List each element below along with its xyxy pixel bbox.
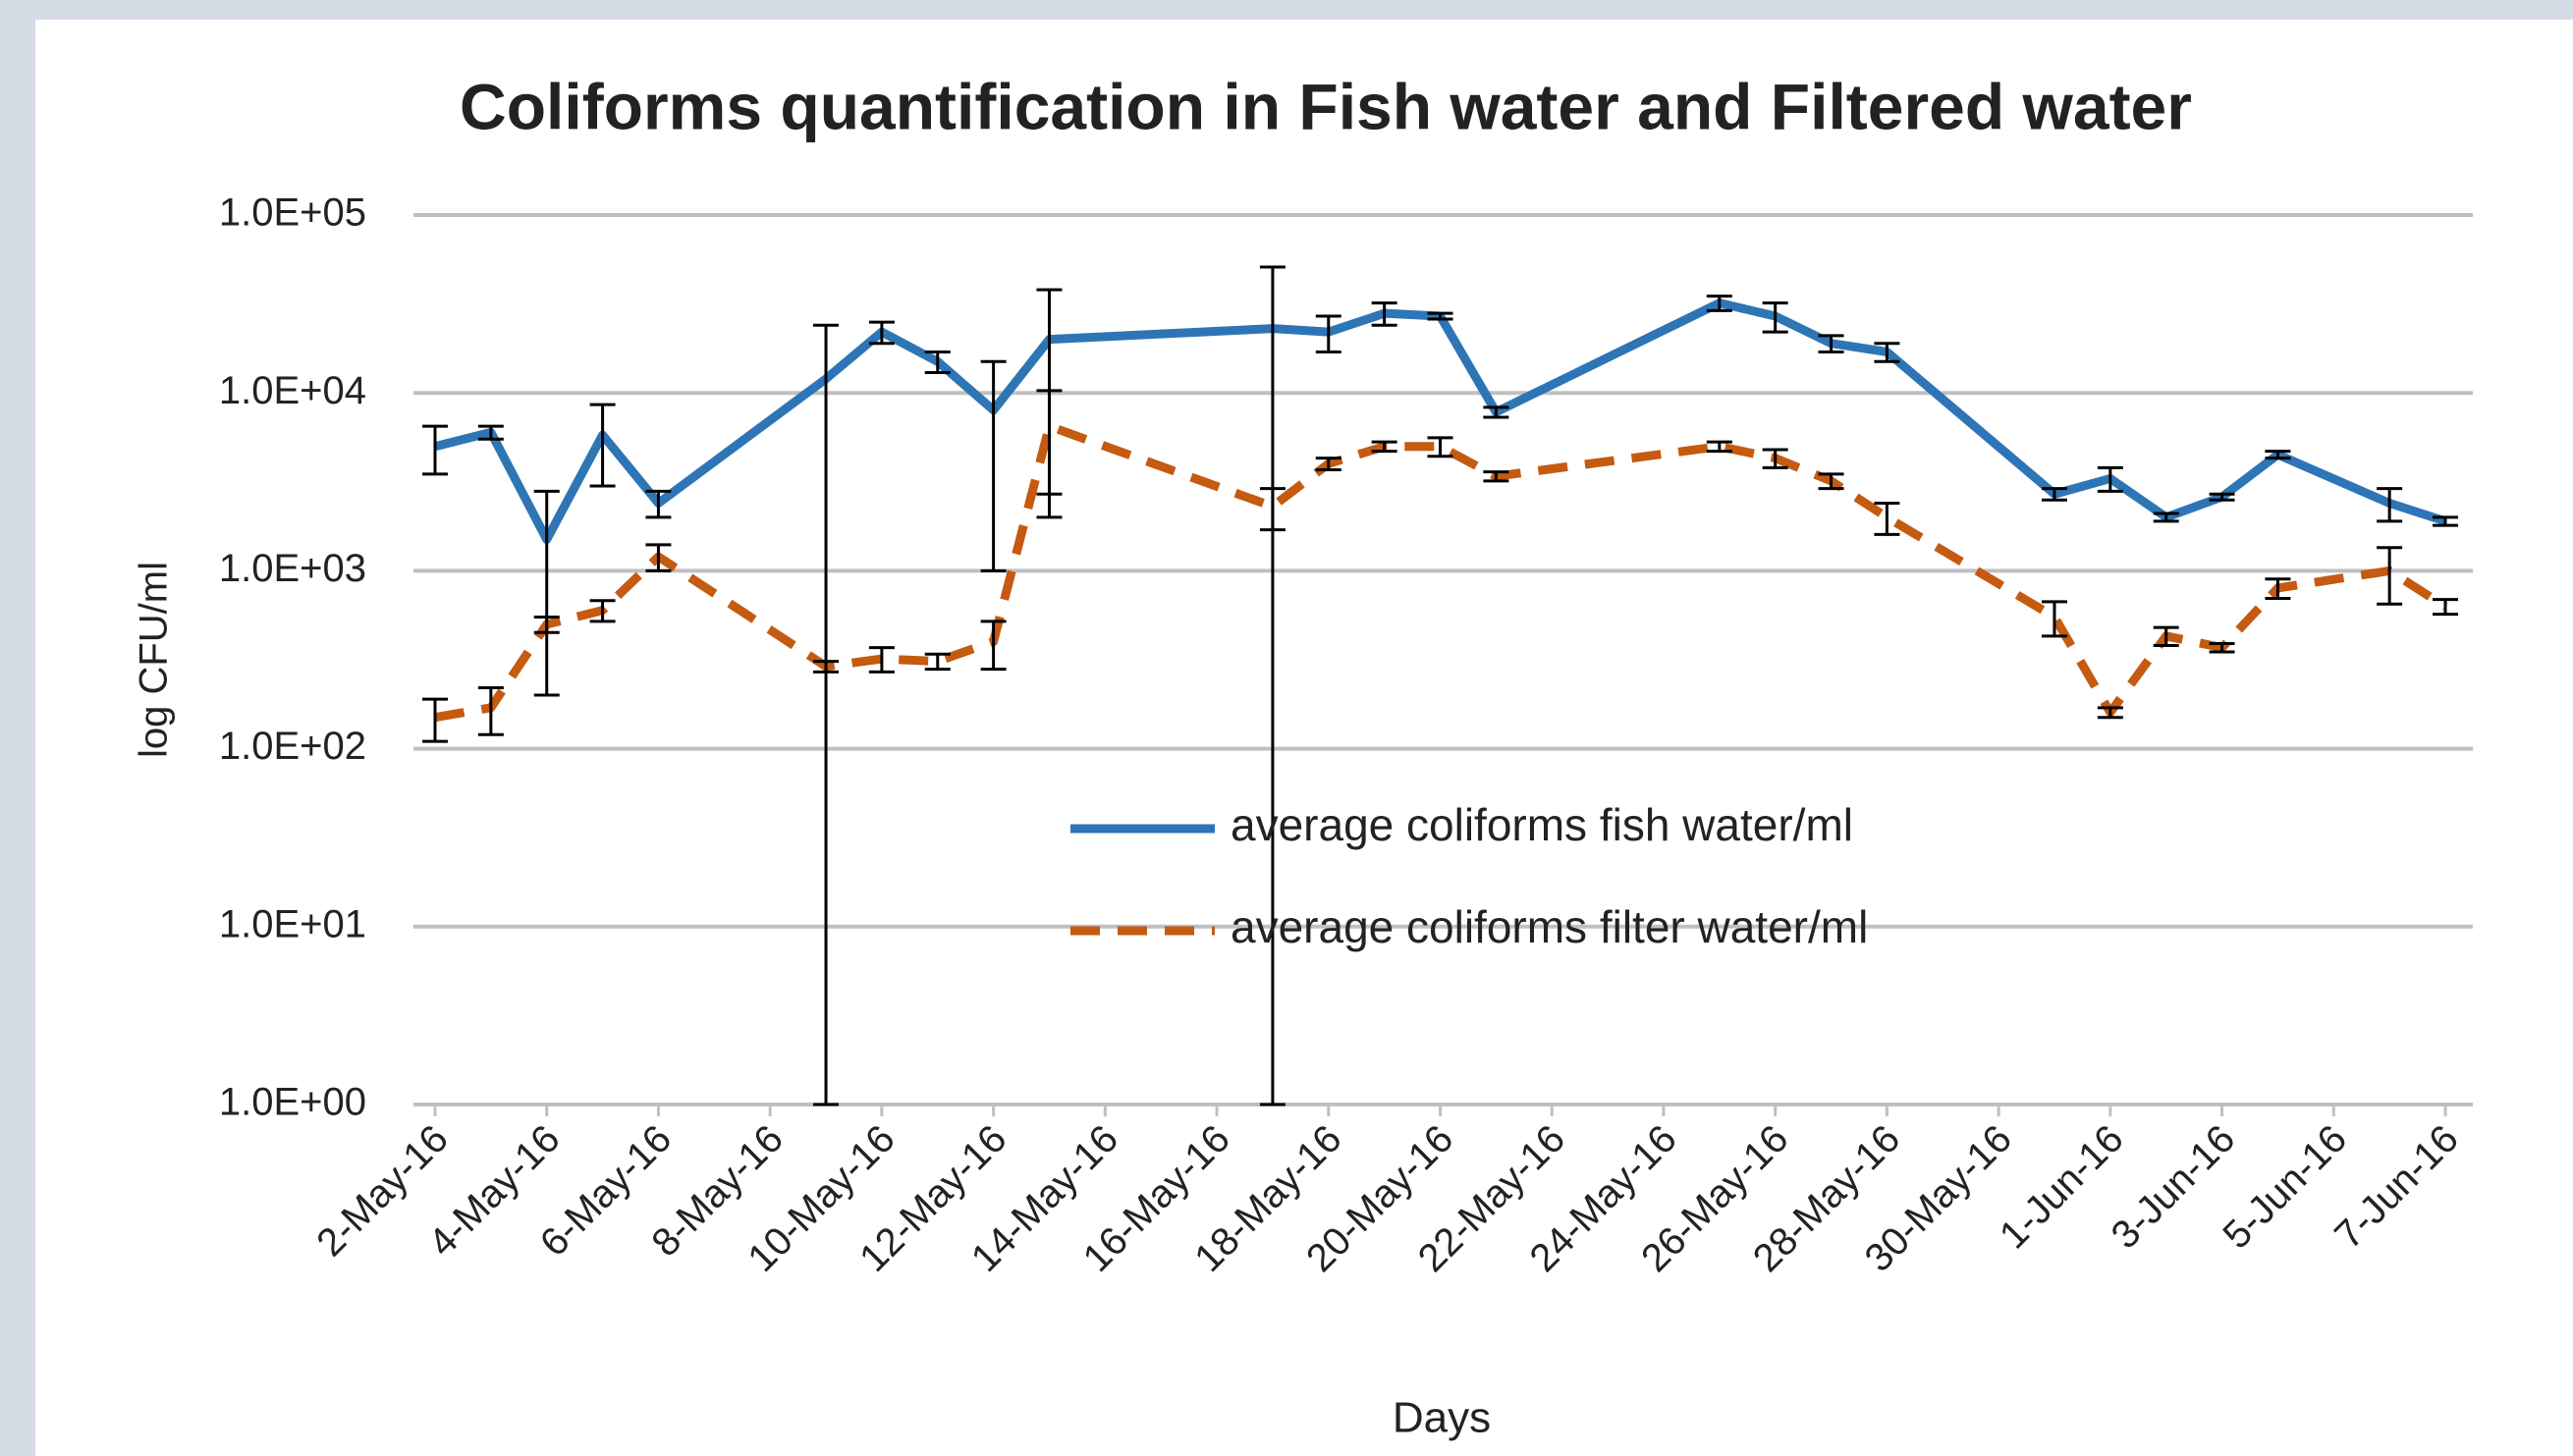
- error-bar: [1483, 470, 1509, 483]
- error-bar: [868, 320, 895, 346]
- error-bar: [1874, 342, 1900, 363]
- legend-label: average coliforms filter water/ml: [1231, 901, 1868, 952]
- error-bar: [1706, 295, 1732, 312]
- y-tick-label: 1.0E+02: [219, 725, 366, 768]
- error-bar: [1818, 472, 1844, 491]
- error-bar: [533, 489, 560, 697]
- error-bar: [1874, 502, 1900, 536]
- series-line: [434, 421, 2448, 723]
- x-axis-label: Days: [1393, 1394, 1491, 1442]
- error-bar: [1259, 487, 1286, 532]
- error-bar: [1762, 301, 1788, 334]
- error-bar: [2377, 546, 2403, 606]
- error-bar: [589, 599, 616, 623]
- error-bar: [1036, 389, 1063, 496]
- error-bar: [645, 543, 672, 572]
- error-bar: [2377, 487, 2403, 523]
- error-bar: [980, 620, 1007, 672]
- error-bar: [2265, 577, 2291, 600]
- chart-panel: [35, 20, 2573, 1456]
- error-bar: [477, 686, 504, 736]
- error-bar: [1259, 265, 1286, 1106]
- error-bar: [645, 489, 672, 519]
- error-bar: [813, 660, 840, 674]
- error-bar: [2433, 515, 2458, 527]
- error-bar: [1762, 448, 1788, 469]
- y-tick-label: 1.0E+04: [219, 369, 366, 412]
- error-bar: [2153, 625, 2179, 648]
- error-bar: [924, 652, 951, 672]
- y-axis-label: log CFU/ml: [133, 562, 176, 758]
- error-bar: [813, 323, 840, 1106]
- y-tick-label: 1.0E+05: [219, 191, 366, 235]
- error-bar: [2153, 512, 2179, 523]
- error-bar: [2209, 492, 2235, 502]
- error-bar: [1706, 440, 1732, 454]
- error-bar: [1818, 334, 1844, 353]
- error-bar: [1483, 405, 1509, 419]
- error-bar: [1371, 440, 1397, 454]
- error-bar: [2433, 598, 2458, 617]
- error-bar: [1315, 457, 1341, 471]
- error-bar: [1427, 436, 1453, 458]
- legend-label: average coliforms fish water/ml: [1231, 799, 1853, 850]
- error-bar: [2209, 641, 2235, 654]
- error-bar: [477, 424, 504, 441]
- y-tick-label: 1.0E+00: [219, 1081, 366, 1124]
- error-bar: [1315, 314, 1341, 353]
- error-bar: [2041, 487, 2067, 502]
- error-bar: [1427, 311, 1453, 321]
- chart-title: Coliforms quantification in Fish water a…: [460, 70, 2192, 142]
- y-tick-label: 1.0E+03: [219, 547, 366, 590]
- error-bar: [589, 403, 616, 488]
- error-bar: [868, 646, 895, 674]
- error-bar: [533, 615, 560, 634]
- error-bar: [1371, 301, 1397, 327]
- error-bar: [2097, 465, 2123, 493]
- y-tick-label: 1.0E+01: [219, 902, 366, 945]
- error-bar: [422, 424, 448, 476]
- error-bar: [924, 350, 951, 375]
- error-bar: [2041, 600, 2067, 638]
- error-bar: [2265, 450, 2291, 460]
- error-bar: [980, 359, 1007, 572]
- error-bar: [422, 697, 448, 743]
- error-bar: [2097, 706, 2123, 720]
- series-line: [433, 298, 2447, 544]
